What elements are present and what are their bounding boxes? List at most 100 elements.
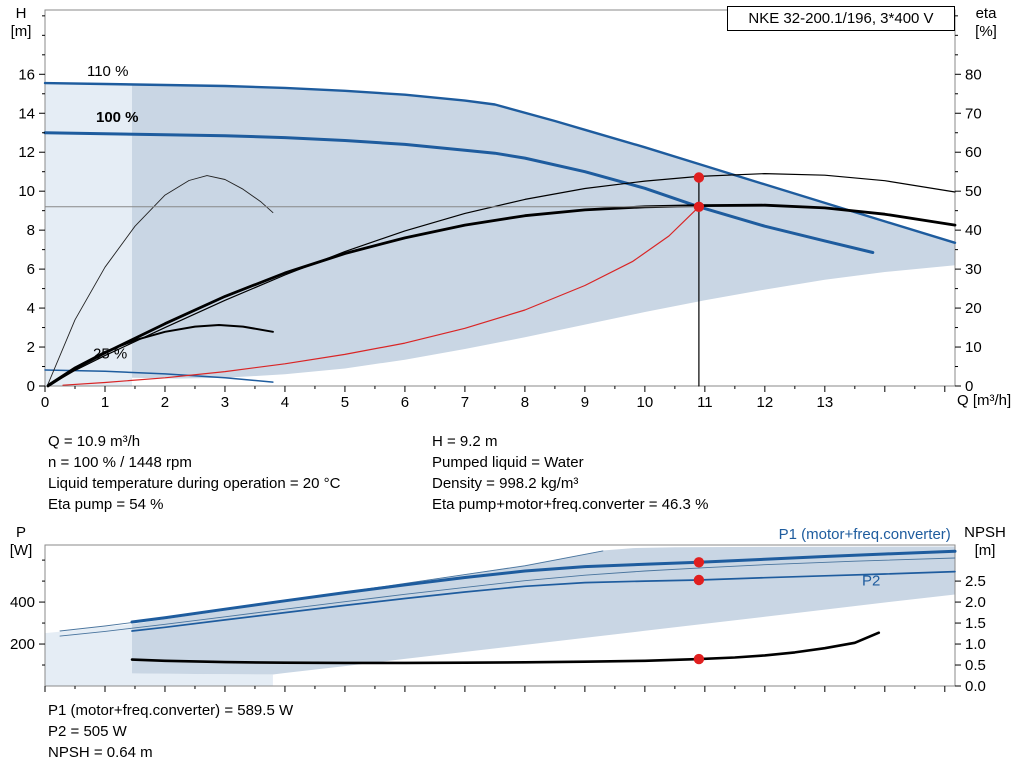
chart-text: 6 xyxy=(27,261,35,278)
low-speed-pale-region xyxy=(45,83,132,386)
chart-text: 2 xyxy=(27,339,35,356)
npsh-curve xyxy=(130,631,881,665)
chart-text: 10 xyxy=(965,339,982,356)
qh-eta-chart: 0 1 2 3 4 5 6 7 8 9 10 11 12 130246810121416010203040… xyxy=(18,9,982,411)
eta-axis-title-symbol: eta xyxy=(975,5,997,22)
chart-text: 0 xyxy=(965,378,973,395)
chart-text: 25 % xyxy=(93,346,127,363)
npsh-axis-title: NPSH [m] xyxy=(956,524,1014,560)
chart-text: 2.5 xyxy=(965,573,986,590)
eta-axis-title-unit: [%] xyxy=(975,23,997,40)
power-info-block: P1 (motor+freq.converter) = 589.5 W P2 =… xyxy=(48,700,293,763)
p1-curve xyxy=(130,549,957,624)
h-axis-title: H [m] xyxy=(4,5,38,41)
power-pale-left-region xyxy=(45,624,132,686)
duty-info-head: H = 9.2 m xyxy=(432,433,498,450)
chart-text: 80 xyxy=(965,66,982,83)
eta-thin-arc-curve xyxy=(47,175,274,385)
q-axis-title: Q [m³/h] xyxy=(957,392,1012,409)
npsh-axis-title-symbol: NPSH xyxy=(964,524,1006,541)
chart-text: 0.0 xyxy=(965,678,986,695)
chart-text: 8 xyxy=(521,394,529,411)
duty-point-marker xyxy=(693,653,705,665)
chart-text: 4 xyxy=(281,394,289,411)
chart-text: 10 xyxy=(18,183,35,200)
speed-110pct-curve xyxy=(43,81,957,245)
chart-text: 5 xyxy=(341,394,349,411)
p-axis-title-unit: [W] xyxy=(9,542,33,559)
p2-reduced-speed-curve xyxy=(59,557,956,637)
eta-axis-title: eta [%] xyxy=(964,5,1008,41)
chart-text: 9 xyxy=(581,394,589,411)
h-axis-title-symbol: H xyxy=(15,5,27,22)
power-pale-strip-region xyxy=(132,673,273,686)
chart-text: P2 xyxy=(862,573,880,590)
duty-info-liquid: Pumped liquid = Water xyxy=(432,454,584,471)
chart-text: 12 xyxy=(18,144,35,161)
power-info-npsh: NPSH = 0.64 m xyxy=(48,744,153,761)
chart-text: P1 (motor+freq.converter) xyxy=(779,526,951,543)
chart-text: 40 xyxy=(965,222,982,239)
duty-point-marker xyxy=(693,557,705,568)
npsh-axis-title-unit: [m] xyxy=(974,542,996,559)
chart-text: 12 xyxy=(756,394,773,411)
chart-text: 70 xyxy=(965,105,982,122)
duty-info-eta-total: Eta pump+motor+freq.converter = 46.3 % xyxy=(432,496,709,513)
power-envelope-region xyxy=(132,546,955,675)
qh-eta-chart-frame xyxy=(44,9,956,387)
chart-text: 0 xyxy=(41,394,49,411)
chart-text: 0.5 xyxy=(965,657,986,674)
p2-curve xyxy=(131,570,956,632)
duty-point-marker xyxy=(693,201,705,212)
power-npsh-chart: 200 400 0.0 0.5 1.0 1.5 2.0 2.5 P1 (motor+freq.c… xyxy=(10,526,986,695)
chart-text: 13 xyxy=(816,394,833,411)
chart-text: 6 xyxy=(401,394,409,411)
eta-total-red-curve xyxy=(62,206,700,386)
chart-text: 7 xyxy=(461,394,469,411)
chart-text: 16 xyxy=(18,66,35,83)
chart-text: 50 xyxy=(965,183,982,200)
h-axis-title-unit: [m] xyxy=(10,23,32,40)
duty-info-flow: Q = 10.9 m³/h xyxy=(48,433,141,450)
chart-text: 200 xyxy=(10,636,35,653)
power-info-p1: P1 (motor+freq.converter) = 589.5 W xyxy=(48,702,294,719)
duty-info-temperature: Liquid temperature during operation = 20… xyxy=(48,475,341,492)
chart-text: 60 xyxy=(965,144,982,161)
duty-info-eta-pump: Eta pump = 54 % xyxy=(48,496,164,513)
duty-info-density: Density = 998.2 kg/m³ xyxy=(432,475,579,492)
speed-25pct-curve xyxy=(44,369,274,383)
chart-text: 2.0 xyxy=(965,594,986,611)
duty-point-marker xyxy=(693,574,705,586)
duty-info-speed: n = 100 % / 1448 rpm xyxy=(48,454,192,471)
power-info-p2: P2 = 505 W xyxy=(48,723,127,740)
pump-type-label: NKE 32-200.1/196, 3*400 V xyxy=(727,6,955,31)
chart-text: 11 xyxy=(697,394,713,411)
chart-text: 2 xyxy=(161,394,169,411)
eta-pump-thin-curve xyxy=(47,173,956,387)
duty-info-left-column: Q = 10.9 m³/h n = 100 % / 1448 rpm Liqui… xyxy=(48,431,340,515)
chart-text: 100 % xyxy=(96,109,139,126)
chart-text: 1.5 xyxy=(965,615,986,632)
chart-text: 4 xyxy=(27,300,35,317)
chart-text: 110 % xyxy=(87,63,128,80)
power-npsh-chart-frame xyxy=(44,544,956,687)
duty-info-right-column: H = 9.2 m Pumped liquid = Water Density … xyxy=(432,431,708,515)
chart-text: 8 xyxy=(27,222,35,239)
speed-100pct-curve xyxy=(43,131,875,254)
p-axis-title: P [W] xyxy=(4,524,38,560)
chart-text: 3 xyxy=(221,394,229,411)
chart-text: 400 xyxy=(10,594,35,611)
p-axis-title-symbol: P xyxy=(15,524,26,541)
operating-envelope-region xyxy=(132,84,955,379)
chart-text: 14 xyxy=(18,105,35,122)
chart-text: 1.0 xyxy=(965,636,986,653)
chart-text: 30 xyxy=(965,261,982,278)
chart-text: 10 xyxy=(637,394,654,411)
chart-text: 0 xyxy=(27,378,35,395)
duty-point-marker xyxy=(693,172,705,183)
chart-text: 1 xyxy=(101,394,109,411)
eta-pump-thick-curve xyxy=(46,203,957,388)
chart-text: 20 xyxy=(965,300,982,317)
